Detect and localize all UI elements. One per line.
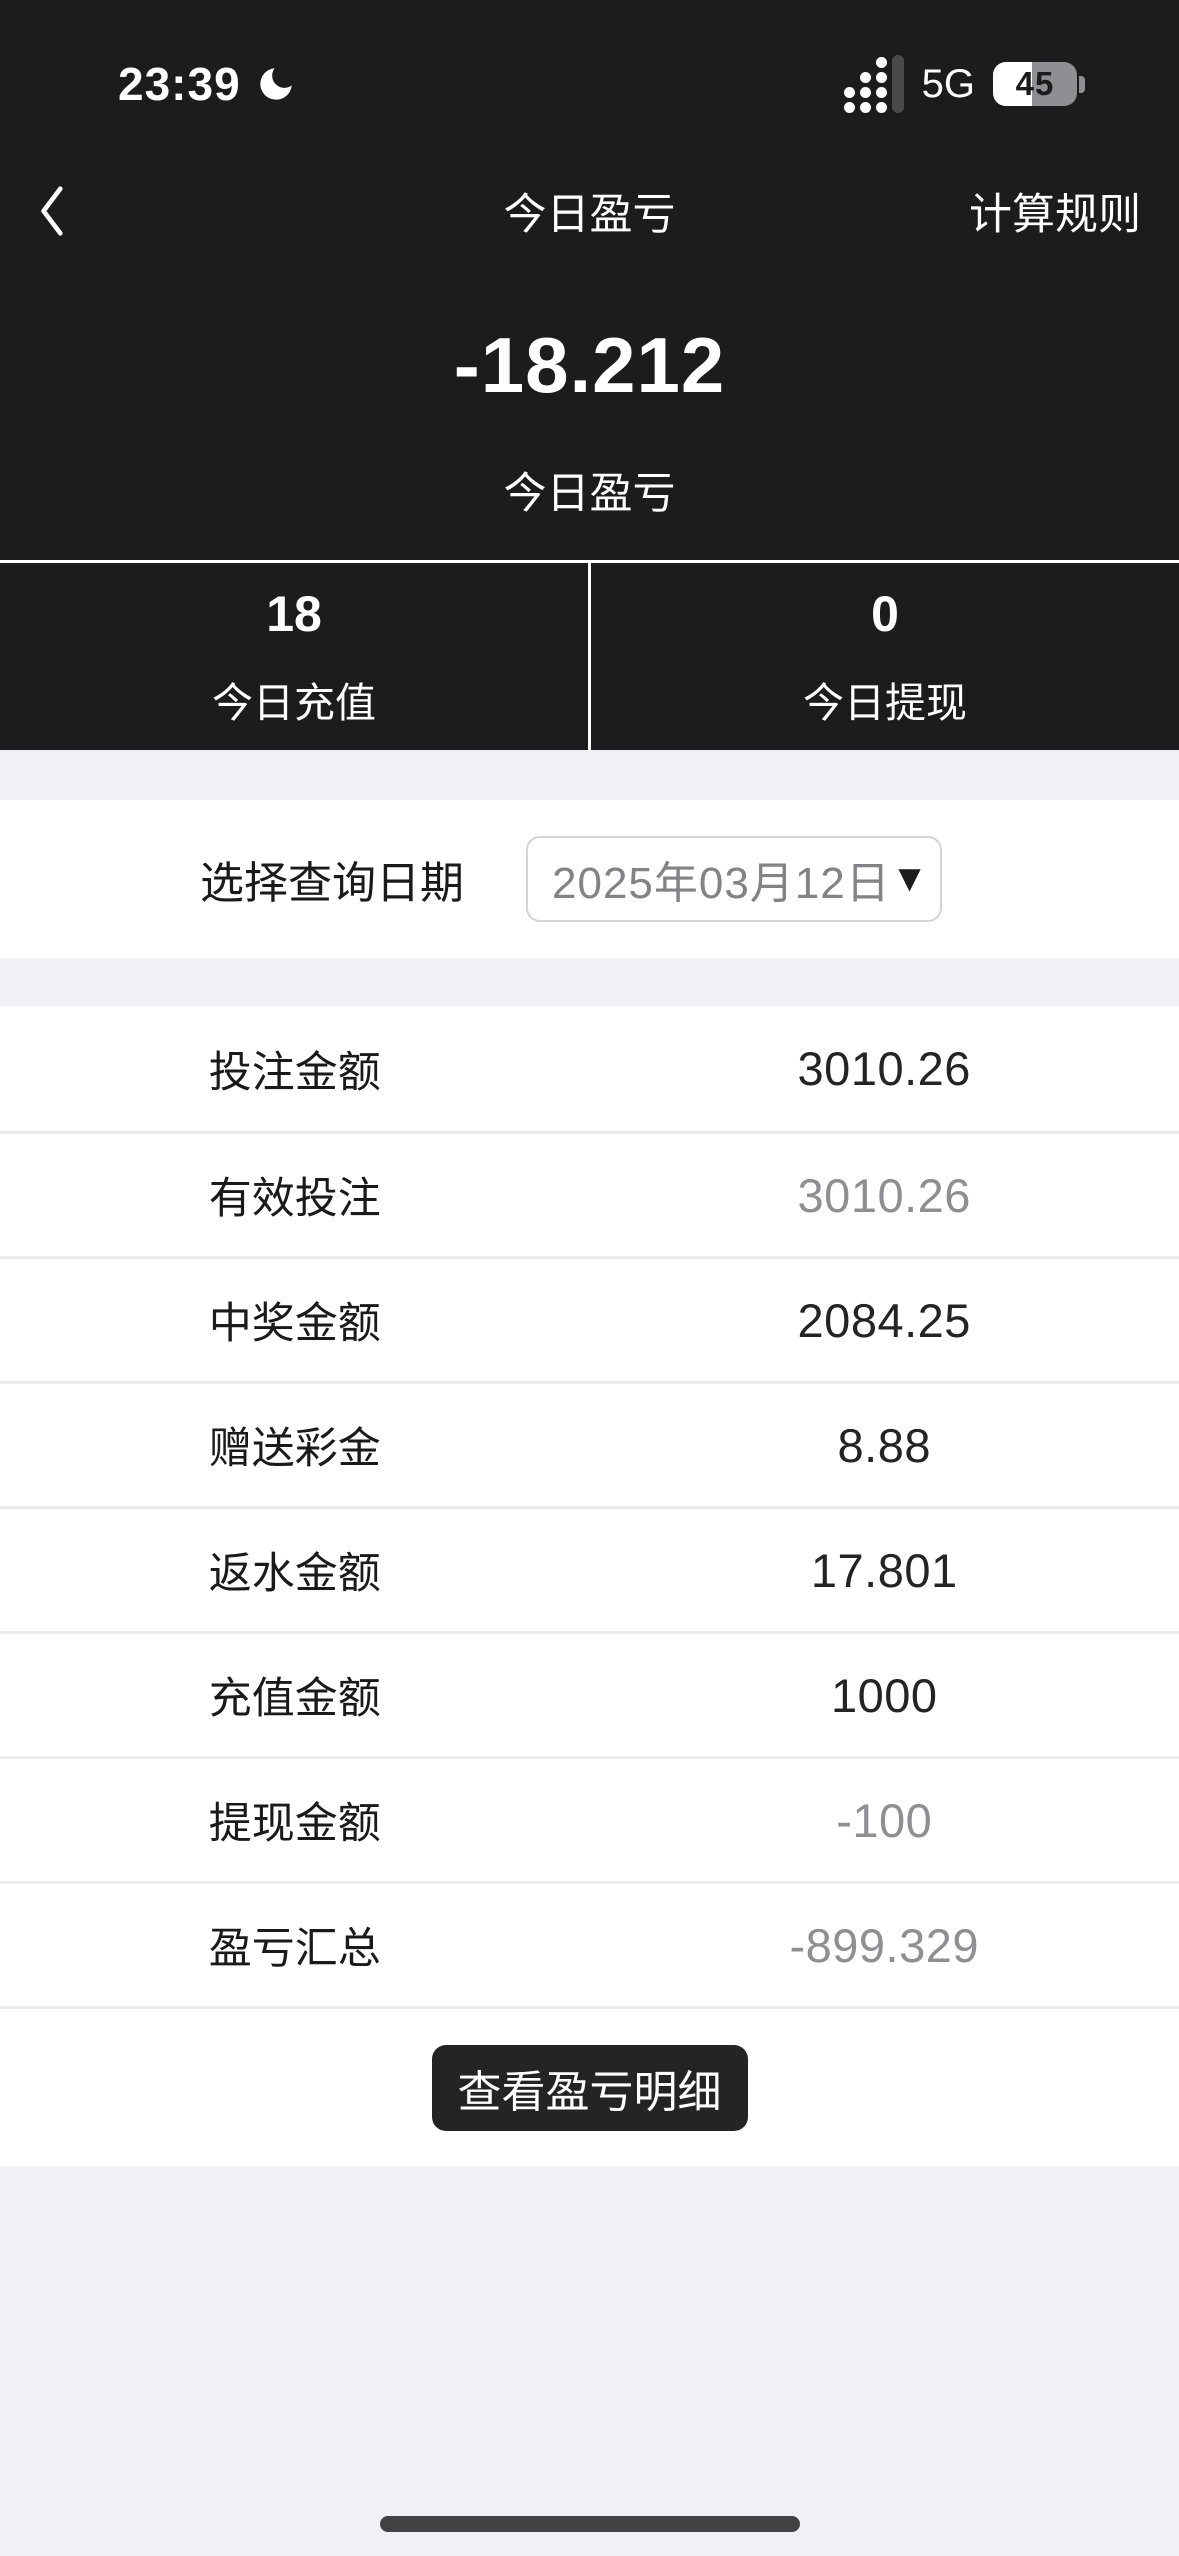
footer <box>0 2166 1179 2556</box>
row-value: 8.88 <box>837 1418 931 1472</box>
back-button[interactable] <box>38 181 98 241</box>
row-label: 投注金额 <box>208 1048 381 1097</box>
table-row: 赠送彩金 8.88 <box>0 1381 1179 1506</box>
table-row: 返水金额 17.801 <box>0 1506 1179 1631</box>
nav-bar: 今日盈亏 计算规则 <box>0 174 1179 248</box>
row-label: 充值金额 <box>208 1675 381 1723</box>
battery-fill <box>993 62 1033 106</box>
row-value: 2084.25 <box>797 1293 971 1347</box>
date-value: 2025年03月12日 <box>552 859 891 908</box>
date-picker-row: 选择查询日期 2025年03月12日 ▼ <box>0 800 1179 958</box>
status-bar: 23:39 5G 45 <box>0 0 1179 113</box>
row-value: -899.329 <box>789 1918 980 1972</box>
cellular-signal-icon <box>843 55 904 113</box>
view-detail-button[interactable]: 查看盈亏明细 <box>431 2044 748 2131</box>
battery-percent: 45 <box>1015 65 1055 102</box>
moon-icon <box>255 63 297 105</box>
stat-today-withdraw: 0 今日提现 <box>591 563 1179 750</box>
row-label: 赠送彩金 <box>208 1425 381 1473</box>
row-label: 盈亏汇总 <box>208 1925 381 1973</box>
pnl-table: 投注金额 3010.26 有效投注 3010.26 中奖金额 2084.25 赠… <box>0 1006 1179 2006</box>
battery-cap <box>1079 75 1085 93</box>
date-dropdown[interactable]: 2025年03月12日 ▼ <box>526 836 942 922</box>
row-label: 有效投注 <box>208 1175 381 1223</box>
header-section: 23:39 5G 45 <box>0 0 1179 560</box>
home-indicator[interactable] <box>379 2516 800 2532</box>
table-row: 盈亏汇总 -899.329 <box>0 1881 1179 2006</box>
stat-value: 18 <box>266 585 322 642</box>
stat-today-deposit: 18 今日充值 <box>0 563 588 750</box>
stat-label: 今日充值 <box>212 679 376 726</box>
today-pnl-value: -18.212 <box>453 321 726 409</box>
row-label: 返水金额 <box>208 1550 381 1598</box>
detail-button-row: 查看盈亏明细 <box>0 2006 1179 2166</box>
table-row: 投注金额 3010.26 <box>0 1006 1179 1131</box>
row-value: 1000 <box>830 1668 938 1722</box>
date-picker-label: 选择查询日期 <box>200 859 464 908</box>
status-time: 23:39 <box>118 58 241 110</box>
row-label: 提现金额 <box>208 1800 381 1848</box>
network-label: 5G <box>921 61 975 106</box>
row-label: 中奖金额 <box>208 1300 381 1348</box>
row-value: -100 <box>836 1793 933 1847</box>
row-value: 17.801 <box>810 1543 958 1597</box>
table-row: 充值金额 1000 <box>0 1631 1179 1756</box>
row-value: 3010.26 <box>797 1168 971 1222</box>
battery-icon: 45 <box>993 62 1085 106</box>
section-gap <box>0 958 1179 1006</box>
stats-section: 18 今日充值 0 今日提现 <box>0 560 1179 750</box>
section-gap <box>0 750 1179 800</box>
status-right: 5G 45 <box>843 55 1085 113</box>
stats-divider <box>588 563 591 750</box>
table-row: 中奖金额 2084.25 <box>0 1256 1179 1381</box>
stat-label: 今日提现 <box>803 679 967 726</box>
chevron-left-icon <box>41 186 63 236</box>
table-row: 有效投注 3010.26 <box>0 1131 1179 1256</box>
today-pnl-label: 今日盈亏 <box>503 470 676 518</box>
stat-value: 0 <box>871 585 899 642</box>
row-value: 3010.26 <box>797 1042 971 1095</box>
caret-down-icon: ▼ <box>890 858 929 900</box>
rules-link[interactable]: 计算规则 <box>969 180 1141 242</box>
table-row: 提现金额 -100 <box>0 1756 1179 1881</box>
status-left: 23:39 <box>118 57 297 111</box>
